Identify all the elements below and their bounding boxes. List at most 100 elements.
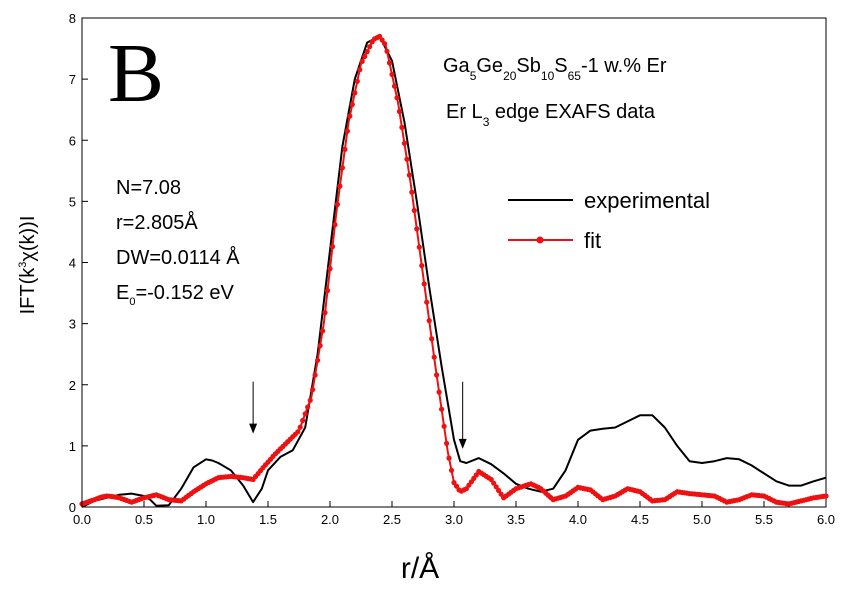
x-tick-label: 2.5 <box>383 512 401 527</box>
series-point-fit <box>444 440 450 446</box>
fit-param-n: N=7.08 <box>116 177 181 199</box>
series-point-fit <box>384 48 390 54</box>
series-point-fit <box>377 33 383 39</box>
series-point-fit <box>307 397 313 403</box>
series-point-fit <box>359 58 365 64</box>
series-point-fit <box>434 372 440 378</box>
legend-marker-fit <box>536 236 544 244</box>
x-tick-label: 5.0 <box>693 512 711 527</box>
series-point-fit <box>312 372 318 378</box>
series-point-fit <box>329 244 336 250</box>
series-point-fit <box>302 411 308 417</box>
arrows-layer <box>249 381 467 449</box>
series-point-fit <box>399 124 405 130</box>
x-tick-label: 1.0 <box>197 512 215 527</box>
series-point-fit <box>386 60 393 66</box>
axes-layer: 0.0 0.5 1.0 1.5 2.0 2.5 3.0 3.5 4.0 4.5 5.0 5.5 6.0 0… <box>69 11 835 527</box>
y-tick-label: 0 <box>69 500 76 515</box>
series-point-fit <box>424 299 430 305</box>
series-point-fit <box>357 67 363 73</box>
series-point-fit <box>409 189 415 195</box>
series-point-fit <box>448 467 455 473</box>
fit-param-e0: E0=-0.152 eV <box>116 282 235 308</box>
y-tick-label: 1 <box>69 439 76 454</box>
y-tick-label: 5 <box>69 194 76 209</box>
legend: experimental fit <box>508 188 710 253</box>
series-point-fit <box>334 201 340 207</box>
series-point-fit <box>431 354 437 360</box>
x-tick-label: 0.0 <box>73 512 91 527</box>
series-point-fit <box>295 429 301 435</box>
series-point-fit <box>349 101 355 108</box>
series-point-fit <box>426 318 432 324</box>
x-tick-label: 6.0 <box>817 512 835 527</box>
series-point-fit <box>421 281 427 287</box>
series-point-fit <box>441 423 447 429</box>
series-point-fit <box>320 328 326 334</box>
series-point-fit <box>396 108 402 115</box>
series-point-fit <box>317 343 323 349</box>
y-tick-label: 4 <box>69 256 76 271</box>
x-tick-label: 5.5 <box>755 512 773 527</box>
x-tick-label: 1.5 <box>259 512 277 527</box>
series-point-fit <box>496 487 502 494</box>
y-tick-label: 7 <box>69 72 76 87</box>
series-point-fit <box>342 146 348 152</box>
x-tick-label: 4.5 <box>631 512 649 527</box>
x-tick-label: 2.0 <box>321 512 339 527</box>
panel-label: B <box>108 27 164 120</box>
fit-param-dw: DW=0.0114 Å <box>116 246 240 269</box>
x-tick-label: 3.0 <box>445 512 463 527</box>
series-point-fit <box>414 226 420 232</box>
arrow-head <box>458 438 467 449</box>
series-point-fit <box>446 455 452 461</box>
series-point-fit <box>439 406 445 412</box>
legend-label-experimental: experimental <box>584 188 710 213</box>
series-point-fit <box>347 113 353 119</box>
series-point-fit <box>324 288 331 294</box>
series-point-fit <box>337 183 343 189</box>
series-point-fit <box>362 53 368 60</box>
series-point-fit <box>488 476 494 483</box>
series-point-fit <box>344 128 350 134</box>
series-line-experimental <box>81 35 827 508</box>
series-point-fit <box>823 493 829 499</box>
chart-title-line-2: Er L3 edge EXAFS data <box>446 101 656 129</box>
x-tick-label: 3.5 <box>507 512 525 527</box>
arrow-head <box>249 423 258 434</box>
series-point-fit <box>401 140 407 146</box>
x-axis-title: r/Å <box>401 552 439 585</box>
series-point-fit <box>352 90 358 96</box>
series-layer <box>79 33 829 508</box>
series-point-fit <box>315 357 321 363</box>
series-point-fit <box>379 37 385 43</box>
series-point-fit <box>419 263 425 269</box>
series-point-fit <box>416 244 422 250</box>
series-point-fit <box>389 71 395 78</box>
series-point-fit <box>354 78 360 84</box>
chart-title-line-1: Ga5Ge20Sb10S65-1 w.% Er <box>443 55 667 83</box>
series-point-fit <box>453 483 460 489</box>
series-point-fit <box>367 44 373 50</box>
series-point-fit <box>322 310 328 316</box>
legend-label-fit: fit <box>584 228 601 253</box>
series-point-fit <box>300 417 306 424</box>
y-tick-label: 8 <box>69 11 76 26</box>
series-point-fit <box>310 387 316 393</box>
series-point-fit <box>493 484 499 490</box>
series-point-fit <box>382 41 388 47</box>
x-tick-label: 4.0 <box>569 512 587 527</box>
series-point-fit <box>297 424 303 430</box>
series-point-fit <box>391 83 398 89</box>
fit-param-r: r=2.805Å <box>116 211 198 234</box>
series-point-fit <box>339 165 345 171</box>
series-point-fit <box>406 172 412 178</box>
y-tick-label: 2 <box>69 378 76 393</box>
series-point-fit <box>305 404 311 410</box>
series-point-fit <box>436 389 442 395</box>
y-axis-title: IFT(k3χ(k))I <box>17 216 39 315</box>
series-point-fit <box>404 156 410 162</box>
y-tick-label: 3 <box>69 317 76 332</box>
x-tick-label: 0.5 <box>135 512 153 527</box>
